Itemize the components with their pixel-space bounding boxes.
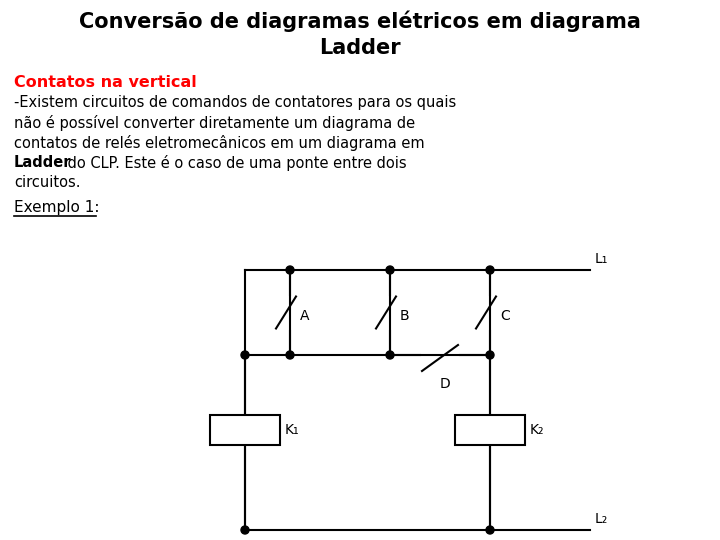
Circle shape [241,351,249,359]
Circle shape [386,351,394,359]
Bar [210,415,280,445]
Text: C: C [500,309,510,323]
Bar [455,415,525,445]
Circle shape [486,351,494,359]
Text: Exemplo 1:: Exemplo 1: [14,200,99,215]
Text: -Existem circuitos de comandos de contatores para os quais: -Existem circuitos de comandos de contat… [14,95,456,110]
Text: L₁: L₁ [595,252,608,266]
Text: A: A [300,309,310,323]
Text: Conversão de diagramas elétricos em diagrama
Ladder: Conversão de diagramas elétricos em diag… [79,10,641,58]
Text: K₂: K₂ [530,423,544,437]
Text: K₁: K₁ [285,423,300,437]
Text: B: B [400,309,410,323]
Text: D: D [440,377,451,391]
Circle shape [486,266,494,274]
Circle shape [386,266,394,274]
Text: L₂: L₂ [595,512,608,526]
Circle shape [286,351,294,359]
Text: Contatos na vertical: Contatos na vertical [14,75,197,90]
Text: Ladder: Ladder [14,155,71,170]
Text: contatos de relés eletromecânicos em um diagrama em: contatos de relés eletromecânicos em um … [14,135,425,151]
Circle shape [486,526,494,534]
Circle shape [241,526,249,534]
Circle shape [286,266,294,274]
Text: do CLP. Este é o caso de uma ponte entre dois: do CLP. Este é o caso de uma ponte entre… [63,155,406,171]
Text: circuitos.: circuitos. [14,175,81,190]
Text: não é possível converter diretamente um diagrama de: não é possível converter diretamente um … [14,115,415,131]
